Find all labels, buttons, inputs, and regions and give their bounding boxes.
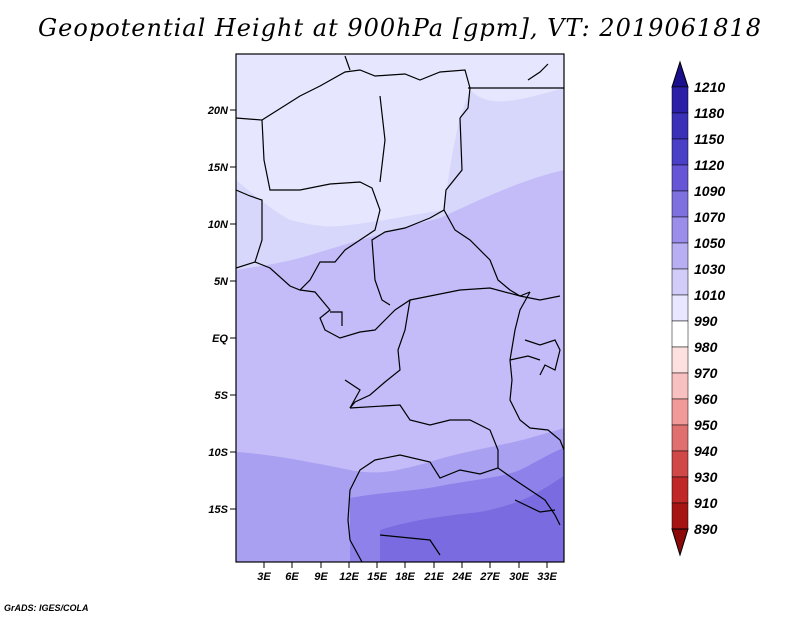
colorbar-level-label: 930 <box>694 469 718 485</box>
colorbar: 1210 1180 1150 1120 1090 1070 1050 1030 … <box>671 60 725 557</box>
colorbar-level-label: 990 <box>694 313 718 329</box>
colorbar-swatch <box>671 398 689 426</box>
lat-label: 5N <box>214 276 229 288</box>
lon-axis: 3E 6E 9E 12E 15E 18E 21E 24E 27E 30E 33E <box>257 562 557 583</box>
colorbar-swatch <box>671 242 689 270</box>
colorbar-level-label: 1030 <box>694 261 725 277</box>
colorbar-level-label: 1090 <box>694 183 725 199</box>
colorbar-level-label: 960 <box>694 391 718 407</box>
lat-label: 15S <box>208 504 228 516</box>
colorbar-swatch <box>671 268 689 296</box>
lon-label: 24E <box>451 571 472 583</box>
colorbar-swatch <box>671 216 689 244</box>
lat-label: 15N <box>208 162 229 174</box>
band-1010-north <box>262 54 440 160</box>
lon-label: 3E <box>257 571 271 583</box>
colorbar-level-label: 970 <box>694 365 718 381</box>
colorbar-swatch <box>671 86 689 114</box>
lon-label: 27E <box>479 571 500 583</box>
colorbar-level-label: 940 <box>694 443 718 459</box>
colorbar-level-label: 910 <box>694 495 718 511</box>
lon-label: 18E <box>395 571 415 583</box>
lat-axis: 20N 15N 10N 5N EQ 5S 10S 15S <box>207 105 236 516</box>
lon-label: 21E <box>423 571 444 583</box>
lon-label: 33E <box>537 571 557 583</box>
colorbar-swatch <box>671 164 689 192</box>
colorbar-swatch <box>671 138 689 166</box>
colorbar-level-label: 980 <box>694 339 718 355</box>
colorbar-level-label: 950 <box>694 417 718 433</box>
colorbar-swatch <box>671 346 689 374</box>
lat-label: EQ <box>212 333 228 345</box>
lon-label: 15E <box>367 571 387 583</box>
colorbar-level-label: 1070 <box>694 209 725 225</box>
colorbar-bottom-triangle <box>671 528 689 557</box>
colorbar-level-label: 1050 <box>694 235 725 251</box>
colorbar-level-label: 1010 <box>694 287 725 303</box>
colorbar-swatch <box>671 112 689 140</box>
map-frame <box>235 53 565 563</box>
colorbar-swatch <box>671 294 689 322</box>
band-1120 <box>380 476 564 562</box>
lon-label: 12E <box>339 571 359 583</box>
map-title: Geopotential Height at 900hPa [gpm], VT:… <box>38 14 762 42</box>
colorbar-level-label: 1150 <box>694 131 724 147</box>
lat-label: 5S <box>215 390 229 402</box>
colorbar-level-label: 1210 <box>694 79 725 95</box>
colorbar-swatch <box>671 476 689 504</box>
lat-label: 10N <box>208 219 229 231</box>
colorbar-swatch <box>671 190 689 218</box>
lon-label: 6E <box>285 571 299 583</box>
colorbar-top-triangle <box>671 60 689 88</box>
colorbar-swatch <box>671 424 689 452</box>
colorbar-level-label: 890 <box>694 521 718 537</box>
colorbar-swatch <box>671 372 689 400</box>
colorbar-swatch <box>671 502 689 530</box>
lon-label: 9E <box>314 571 328 583</box>
colorbar-level-label: 1180 <box>694 105 724 121</box>
lat-label: 10S <box>208 447 228 459</box>
lat-label: 20N <box>207 105 229 117</box>
country-borders <box>236 55 564 562</box>
colorbar-swatch <box>671 450 689 478</box>
grads-credit: GrADS: IGES/COLA <box>4 603 89 613</box>
colorbar-swatch <box>671 320 689 348</box>
contour-field <box>236 54 564 562</box>
colorbar-level-label: 1120 <box>694 157 724 173</box>
lon-label: 30E <box>509 571 529 583</box>
